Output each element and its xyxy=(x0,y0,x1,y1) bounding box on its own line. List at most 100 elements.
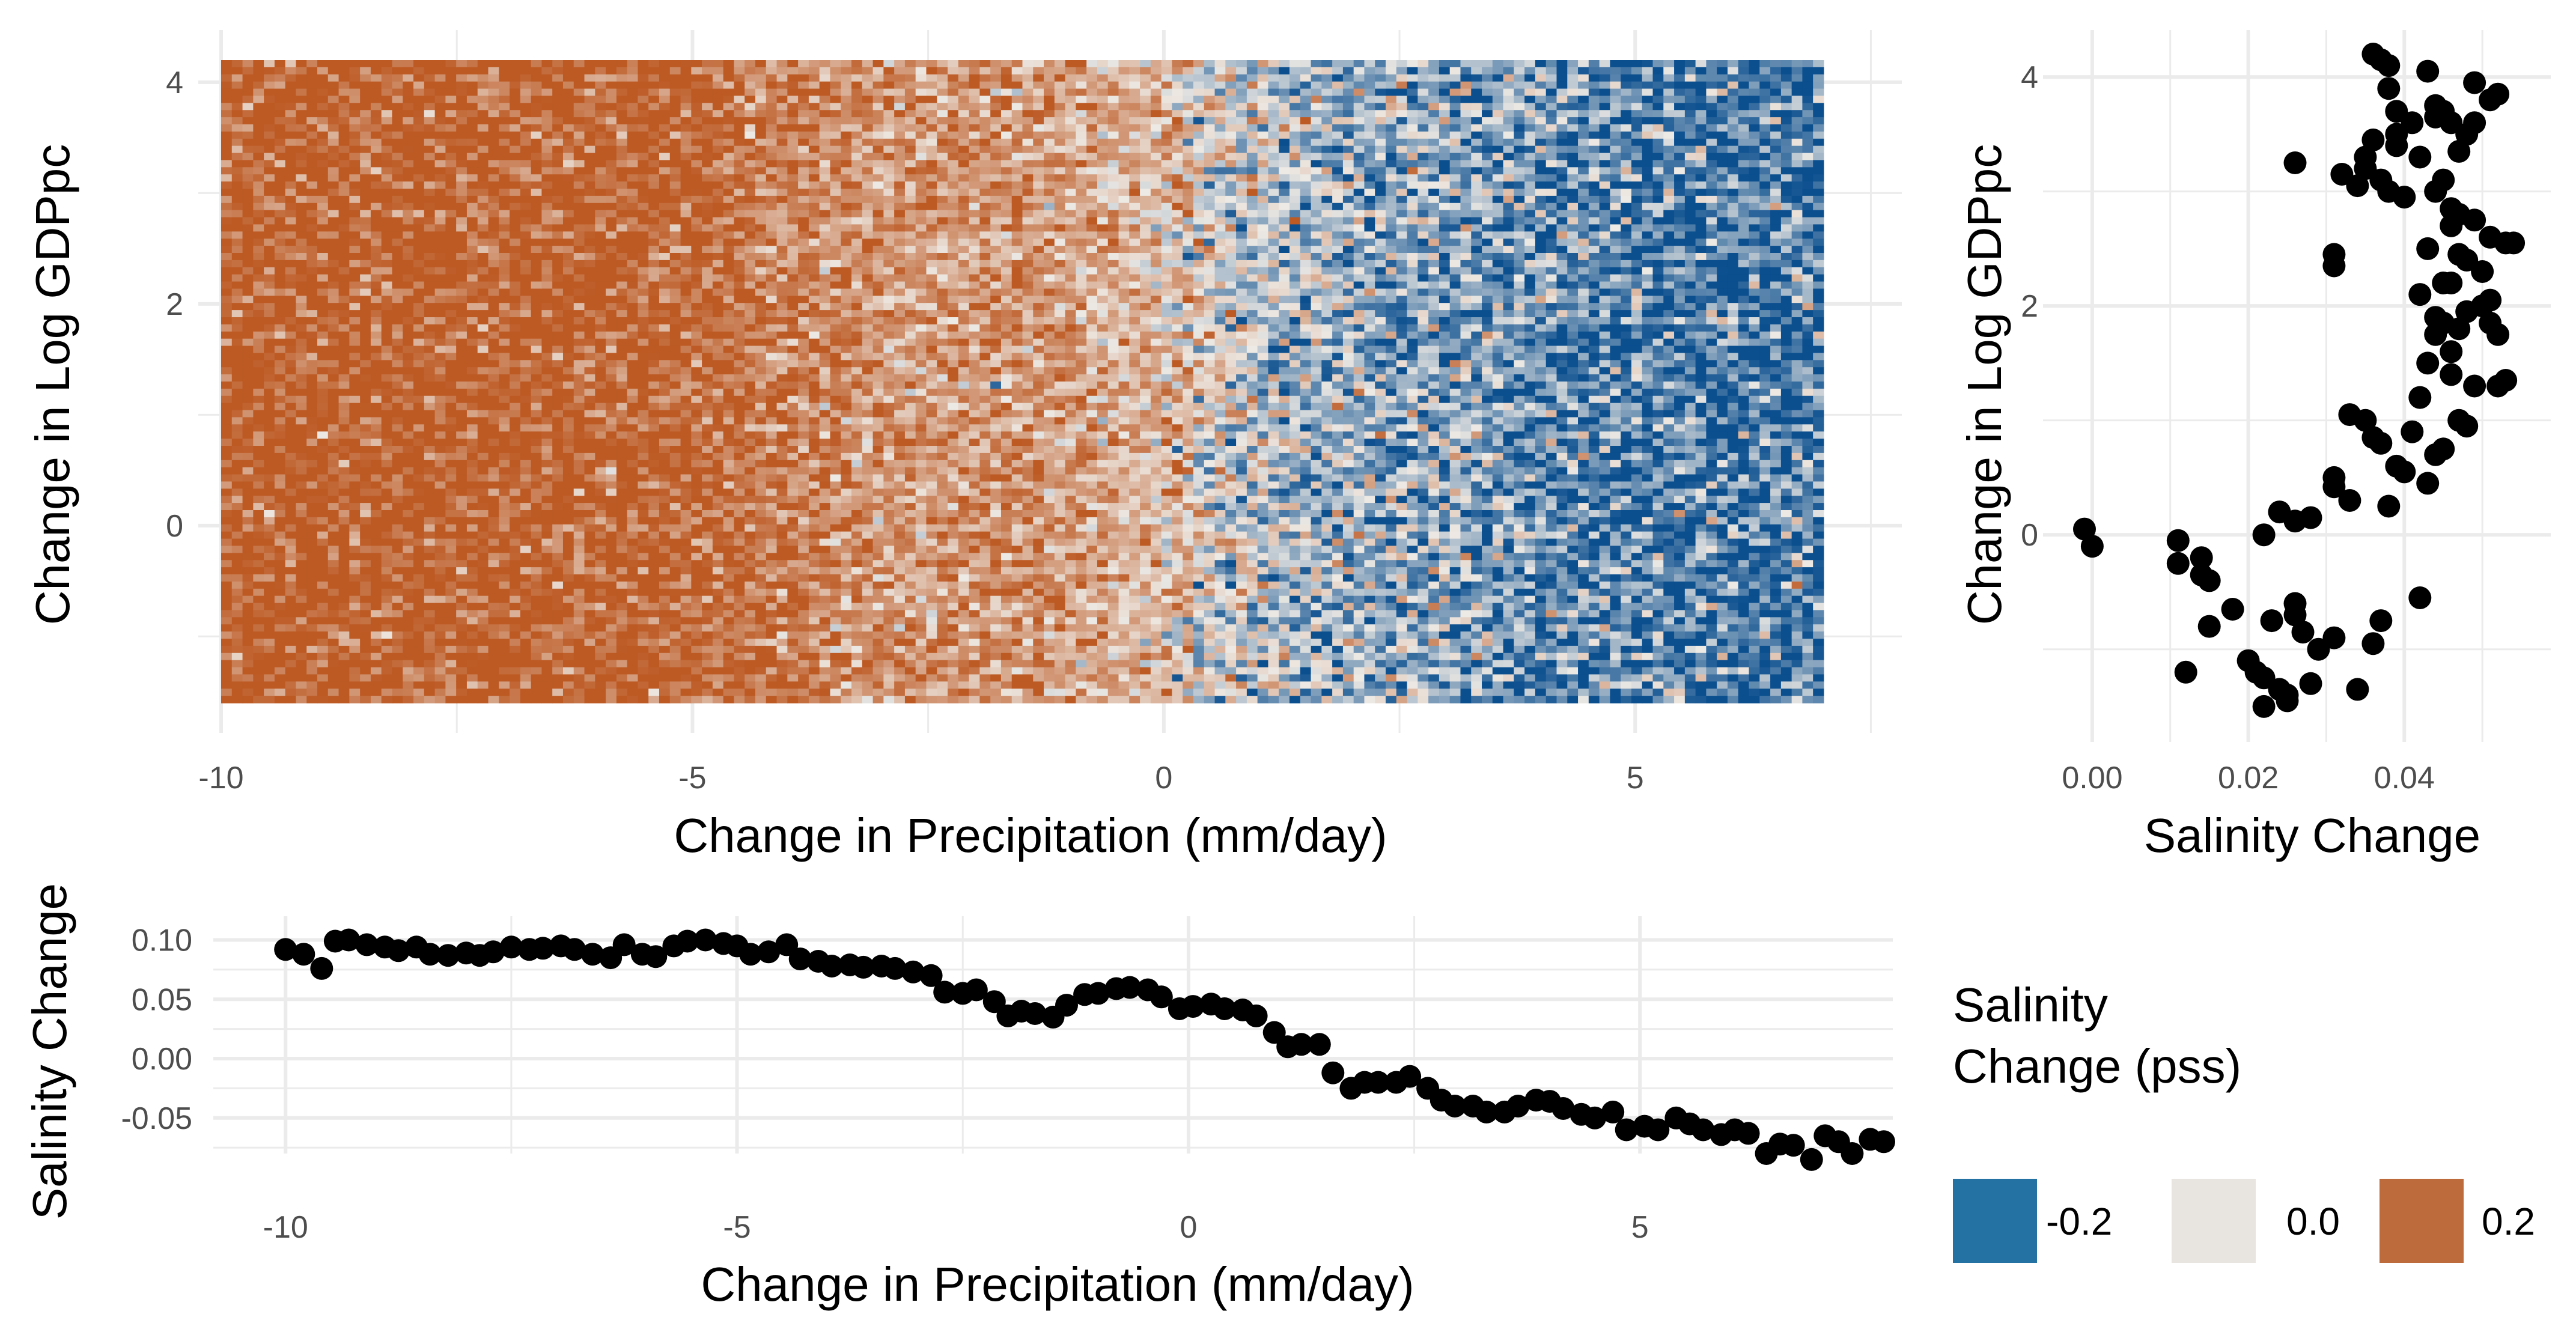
heatmap-cell xyxy=(274,353,286,360)
heatmap-cell xyxy=(776,510,788,518)
heatmap-cell xyxy=(680,88,692,97)
heatmap-cell xyxy=(466,217,478,225)
heatmap-cell xyxy=(798,345,809,354)
heatmap-cell xyxy=(445,588,457,597)
heatmap-cell xyxy=(360,639,371,646)
heatmap-cell xyxy=(638,267,649,275)
heatmap-cell xyxy=(424,96,436,103)
heatmap-cell xyxy=(510,74,521,82)
heatmap-cell xyxy=(734,603,745,611)
heatmap-cell xyxy=(499,195,510,204)
heatmap-cell xyxy=(680,388,692,397)
heatmap-cell xyxy=(264,496,275,503)
heatmap-cell xyxy=(616,496,628,503)
heatmap-cell xyxy=(712,345,724,354)
heatmap-cell xyxy=(691,260,702,268)
heatmap-cell xyxy=(370,267,382,275)
heatmap-cell xyxy=(477,581,489,589)
heatmap-cell xyxy=(584,60,595,68)
heatmap-cell xyxy=(499,153,510,161)
heatmap-cell xyxy=(702,382,713,389)
heatmap-cell xyxy=(510,681,521,689)
heatmap-cell xyxy=(510,639,521,646)
heatmap-cell xyxy=(723,281,735,290)
heatmap-cell xyxy=(616,639,628,646)
heatmap-cell xyxy=(327,460,340,468)
heatmap-cell xyxy=(562,424,574,432)
heatmap-cell xyxy=(520,588,532,597)
heatmap-cell xyxy=(253,546,264,553)
heatmap-cell xyxy=(531,581,542,589)
heatmap-cell xyxy=(306,517,318,525)
heatmap-cell xyxy=(327,288,340,296)
heatmap-cell xyxy=(627,560,639,568)
heatmap-cell xyxy=(285,574,297,582)
heatmap-cell xyxy=(573,410,585,418)
heatmap-cell xyxy=(680,138,692,147)
heatmap-cell xyxy=(552,610,564,618)
heatmap-cell xyxy=(327,503,340,511)
heatmap-cell xyxy=(808,174,820,182)
heatmap-cell xyxy=(242,274,254,282)
heatmap-cell xyxy=(242,446,254,454)
heatmap-cell xyxy=(595,588,606,597)
heatmap-cell xyxy=(552,481,564,489)
heatmap-cell xyxy=(274,210,286,218)
heatmap-cell xyxy=(242,103,254,111)
heatmap-cell xyxy=(488,217,499,225)
heatmap-cell xyxy=(296,388,307,397)
heatmap-cell xyxy=(638,310,649,318)
heatmap-cell xyxy=(242,167,254,175)
heatmap-cell xyxy=(349,417,361,425)
heatmap-cell xyxy=(734,553,745,561)
heatmap-cell xyxy=(744,281,756,290)
heatmap-cell xyxy=(403,231,414,239)
heatmap-cell xyxy=(370,138,382,147)
heatmap-cell xyxy=(702,317,713,325)
heatmap-cell xyxy=(595,360,606,368)
heatmap-cell xyxy=(627,281,639,290)
heatmap-cell xyxy=(296,667,307,675)
heatmap-cell xyxy=(595,667,606,675)
heatmap-cell xyxy=(296,231,307,239)
heatmap-cell xyxy=(477,645,489,654)
heatmap-cell xyxy=(755,145,767,154)
heatmap-cell xyxy=(381,503,393,511)
heatmap-cell xyxy=(541,160,553,168)
heatmap-cell xyxy=(285,652,297,661)
heatmap-cell xyxy=(573,267,585,275)
heatmap-cell xyxy=(477,624,489,632)
heatmap-cell xyxy=(296,131,307,139)
heatmap-cell xyxy=(744,517,756,525)
heatmap-cell xyxy=(488,303,499,311)
heatmap-cell xyxy=(520,310,532,318)
heatmap-cell xyxy=(659,624,671,632)
heatmap-cell xyxy=(499,367,510,375)
heatmap-cell xyxy=(787,652,799,661)
heatmap-cell xyxy=(381,317,393,325)
heatmap-cell xyxy=(221,696,233,704)
heatmap-cell xyxy=(808,67,820,75)
heatmap-cell xyxy=(392,153,403,161)
heatmap-cell xyxy=(584,446,595,454)
heatmap-cell xyxy=(285,560,297,568)
heatmap-cell xyxy=(680,639,692,646)
heatmap-cell xyxy=(573,374,585,382)
heatmap-cell xyxy=(231,567,243,575)
heatmap-cell xyxy=(392,382,403,389)
heatmap-cell xyxy=(296,60,307,68)
heatmap-cell xyxy=(723,189,735,196)
heatmap-cell xyxy=(231,474,243,482)
heatmap-cell xyxy=(669,331,681,339)
heatmap-cell xyxy=(552,103,564,111)
heatmap-cell xyxy=(702,88,713,97)
heatmap-cell xyxy=(264,324,275,332)
heatmap-cell xyxy=(392,210,403,218)
heatmap-cell xyxy=(595,460,606,468)
heatmap-cell xyxy=(680,103,692,111)
heatmap-cell xyxy=(669,345,681,354)
heatmap-cell xyxy=(231,610,243,618)
heatmap-cell xyxy=(403,574,414,582)
heatmap-cell xyxy=(562,410,574,418)
